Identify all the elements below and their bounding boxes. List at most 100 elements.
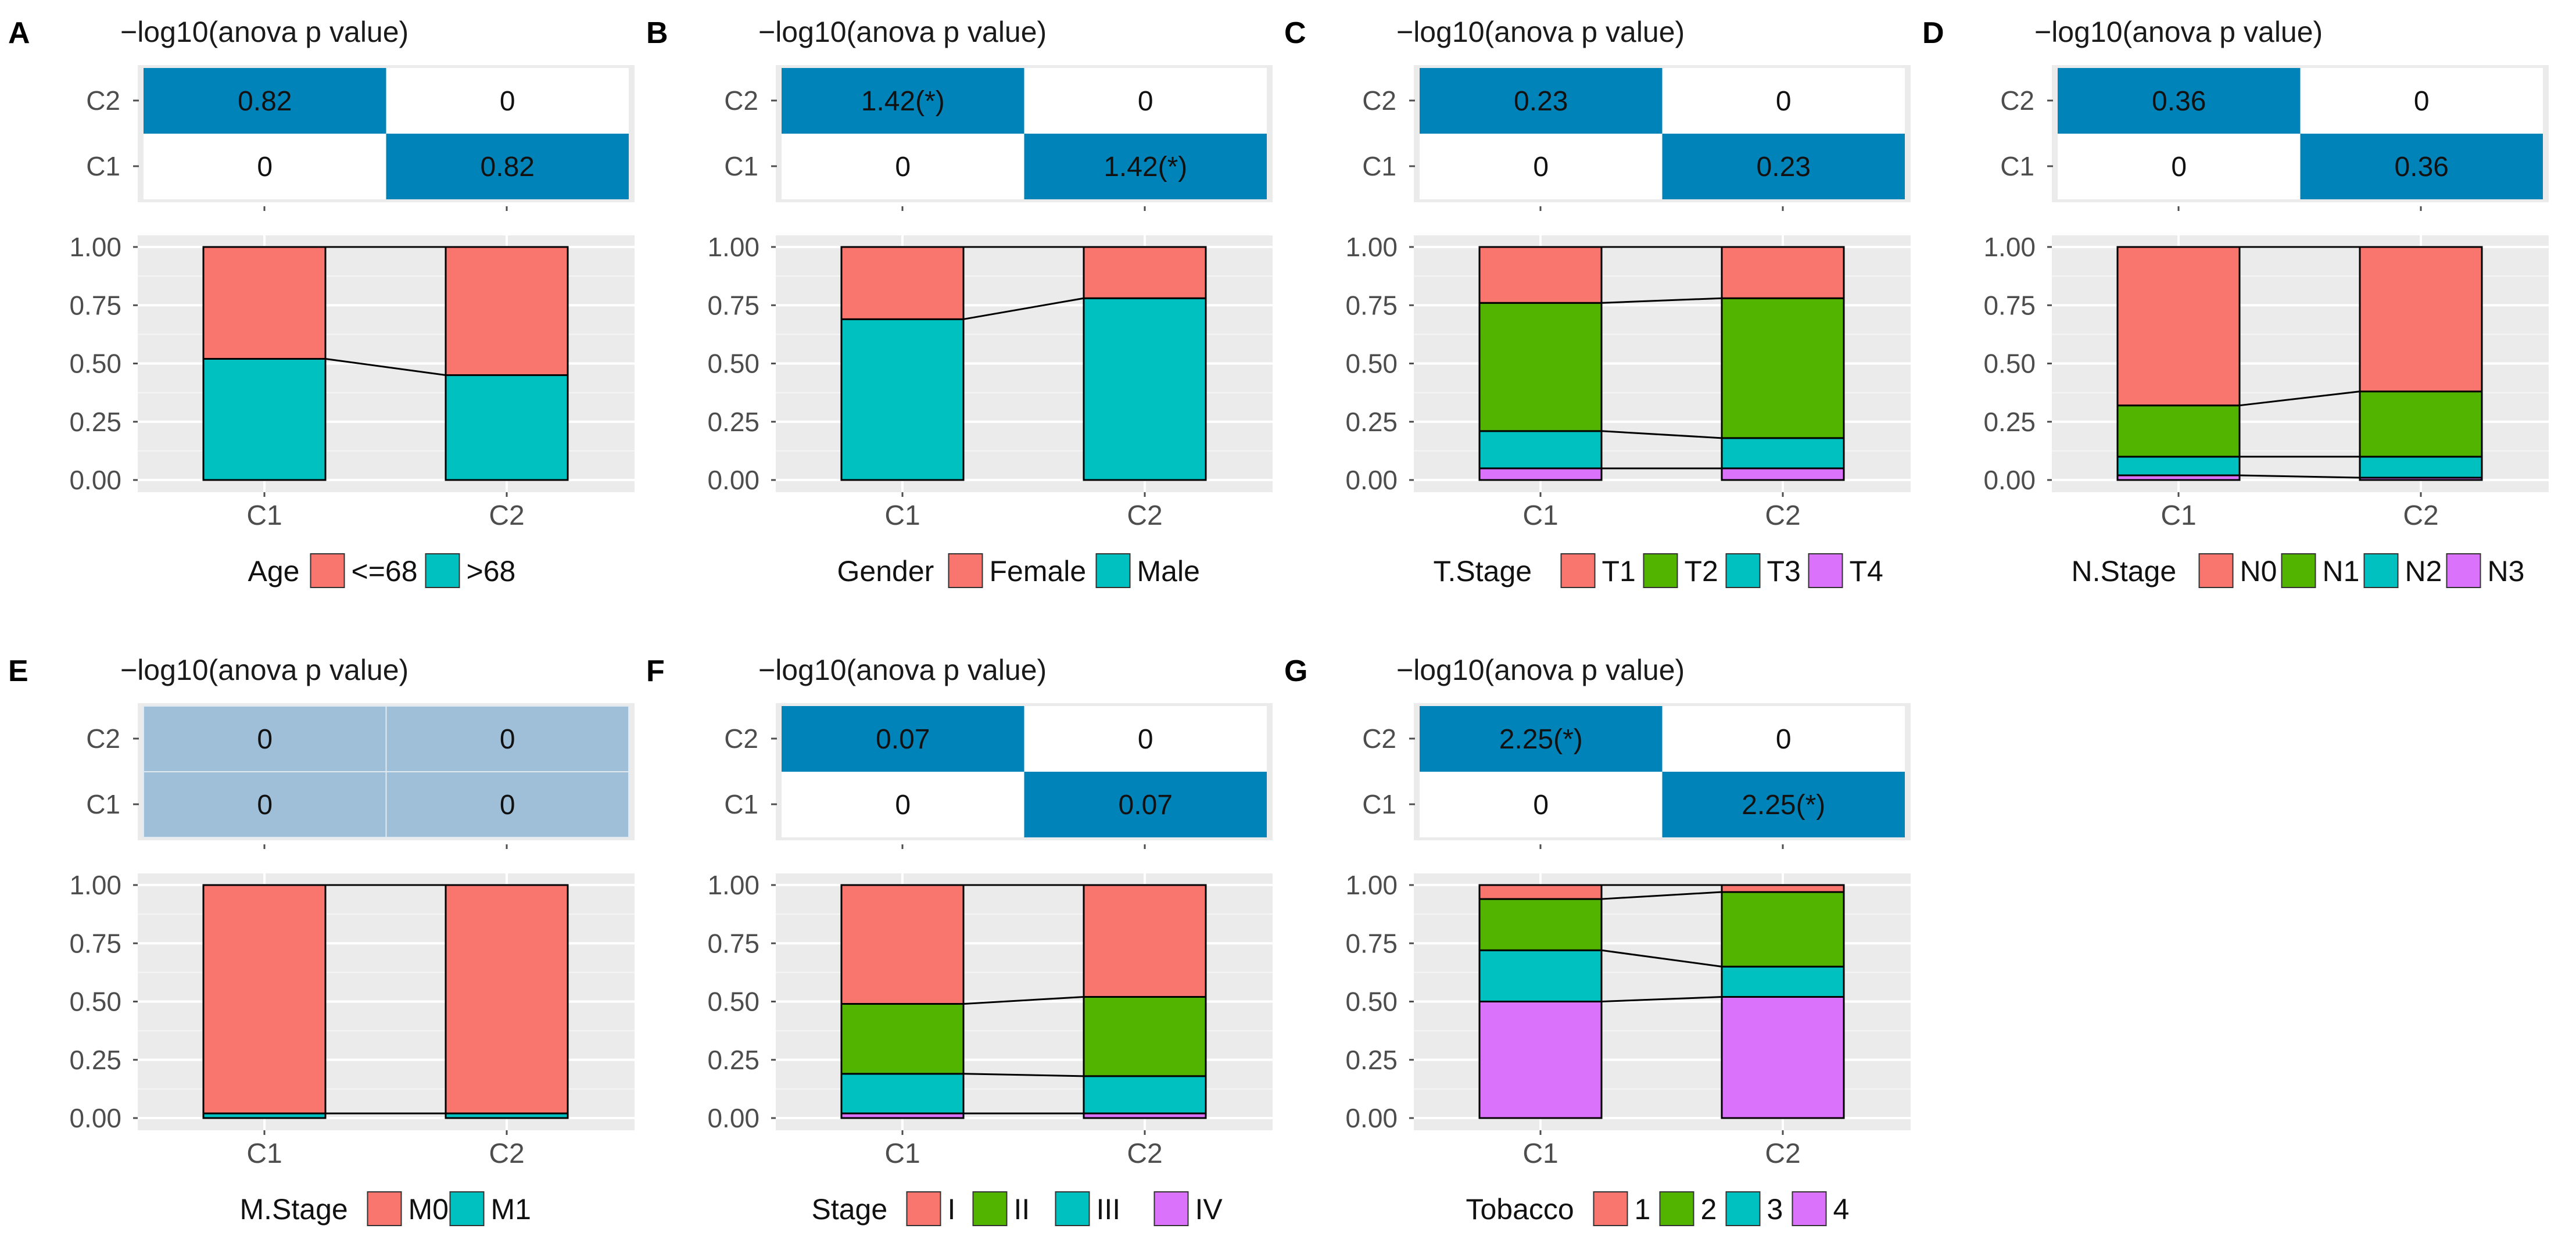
y-tick-label: 0.00 bbox=[69, 465, 121, 495]
heatmap-title: −log10(anova p value) bbox=[2034, 16, 2323, 48]
connector-line bbox=[2239, 391, 2360, 407]
heatmap-row-label: C1 bbox=[86, 789, 120, 819]
y-tick-label: 0.50 bbox=[69, 987, 121, 1017]
bar-segment bbox=[2359, 456, 2483, 479]
heatmap-value: 0.07 bbox=[876, 724, 930, 755]
legend-label: >68 bbox=[467, 555, 516, 588]
y-tick-label: 0.00 bbox=[69, 1103, 121, 1133]
bar-segment bbox=[1721, 884, 1845, 893]
legend-title: Age bbox=[248, 555, 300, 588]
y-tick-label: 0.00 bbox=[707, 465, 759, 495]
heatmap-cell bbox=[144, 134, 386, 199]
heatmap-cell bbox=[782, 772, 1024, 837]
heatmap-cell bbox=[143, 705, 387, 772]
heatmap-value: 0 bbox=[500, 790, 515, 821]
heatmap-cell bbox=[1024, 772, 1267, 837]
heatmap-row-label: C1 bbox=[86, 151, 120, 181]
heatmap-value: 0 bbox=[1138, 724, 1153, 755]
legend-label: 3 bbox=[1767, 1193, 1783, 1226]
legend-key bbox=[425, 553, 460, 588]
legend-key bbox=[1725, 553, 1761, 588]
bar-segment bbox=[1083, 1075, 1207, 1115]
bar-segment bbox=[840, 1003, 965, 1075]
bar-segment bbox=[1721, 246, 1845, 299]
legend-label: 1 bbox=[1635, 1193, 1651, 1226]
heatmap-row-label: C2 bbox=[86, 723, 120, 754]
y-tick-label: 1.00 bbox=[1983, 232, 2036, 262]
x-tick-label: C2 bbox=[1765, 500, 1800, 531]
legend-title: Stage bbox=[812, 1193, 888, 1226]
bar-segment bbox=[1083, 297, 1207, 481]
legend-key bbox=[972, 1191, 1008, 1226]
heatmap-cell bbox=[782, 706, 1024, 772]
heatmap-value: 2.25(*) bbox=[1499, 724, 1583, 755]
heatmap-cell bbox=[1420, 706, 1663, 772]
legend-key bbox=[310, 553, 345, 588]
y-tick-label: 0.75 bbox=[1983, 290, 2036, 320]
panel-d: D −log10(anova p value) C2 0.36 0 C1 0 0.36 0.00… bbox=[1922, 16, 2549, 588]
heatmap-cell bbox=[385, 771, 629, 838]
legend-key bbox=[1725, 1191, 1761, 1226]
legend-label: N1 bbox=[2323, 555, 2360, 588]
connector-line bbox=[963, 1073, 1084, 1077]
heatmap-row-label: C2 bbox=[1362, 723, 1396, 754]
legend-label: <=68 bbox=[352, 555, 418, 588]
y-tick-label: 0.75 bbox=[1345, 928, 1398, 958]
x-tick-label: C1 bbox=[246, 1138, 282, 1169]
legend-key bbox=[1055, 1191, 1090, 1226]
legend-key bbox=[2198, 553, 2234, 588]
heatmap-value: 0 bbox=[1776, 86, 1792, 117]
panel-f: F −log10(anova p value) C2 0.07 0 C1 0 0.07 0.00… bbox=[646, 654, 1273, 1226]
heatmap-value: 0 bbox=[500, 86, 515, 117]
bar-segment bbox=[1478, 302, 1603, 432]
legend-label: T3 bbox=[1767, 555, 1801, 588]
panel-label: C bbox=[1284, 16, 1306, 50]
heatmap-row-label: C1 bbox=[1362, 789, 1396, 819]
y-tick-label: 1.00 bbox=[69, 232, 121, 262]
heatmap-row-label: C2 bbox=[2000, 85, 2034, 116]
connector-line bbox=[1601, 891, 1722, 900]
legend-key bbox=[1560, 553, 1596, 588]
heatmap-value: 1.42(*) bbox=[1104, 152, 1187, 182]
bar-segment bbox=[202, 246, 327, 360]
heatmap-cell bbox=[1662, 706, 1905, 772]
heatmap-value: 2.25(*) bbox=[1742, 790, 1825, 821]
heatmap-value: 0 bbox=[2414, 86, 2430, 117]
y-tick-label: 0.00 bbox=[1345, 465, 1398, 495]
bar-segment bbox=[1478, 1001, 1603, 1119]
connector-line bbox=[2239, 474, 2360, 479]
x-tick-label: C2 bbox=[1127, 1138, 1162, 1169]
x-tick-label: C1 bbox=[1522, 500, 1558, 531]
bar-segment bbox=[1478, 467, 1603, 481]
y-tick-label: 0.25 bbox=[1345, 407, 1398, 437]
connector-line bbox=[1601, 995, 1722, 1002]
heatmap-value: 0 bbox=[895, 152, 911, 182]
legend-label: II bbox=[1014, 1193, 1030, 1226]
heatmap-cell bbox=[782, 68, 1024, 134]
y-tick-label: 0.50 bbox=[1345, 349, 1398, 379]
heatmap-cell bbox=[1420, 134, 1663, 199]
heatmap-value: 0 bbox=[500, 724, 515, 755]
heatmap-value: 0.82 bbox=[481, 152, 535, 182]
legend-title: N.Stage bbox=[2072, 555, 2177, 588]
legend-key bbox=[1153, 1191, 1189, 1226]
bar-segment bbox=[1478, 246, 1603, 304]
legend-key bbox=[906, 1191, 941, 1226]
bar-segment bbox=[840, 318, 965, 481]
y-tick-label: 0.75 bbox=[1345, 290, 1398, 320]
legend-label: N0 bbox=[2240, 555, 2277, 588]
heatmap-cell bbox=[1024, 68, 1267, 134]
legend-key bbox=[1792, 1191, 1827, 1226]
connector-line bbox=[1601, 297, 1722, 304]
bar-segment bbox=[2116, 246, 2241, 407]
panel-label: E bbox=[8, 654, 28, 688]
heatmap-value: 0.23 bbox=[1757, 152, 1811, 182]
heatmap-value: 0.36 bbox=[2152, 86, 2206, 117]
heatmap-cell bbox=[2058, 134, 2301, 199]
x-tick-label: C1 bbox=[1522, 1138, 1558, 1169]
x-tick-label: C2 bbox=[489, 500, 524, 531]
panel-g: G −log10(anova p value) C2 2.25(*) 0 C1 0 2.25(… bbox=[1284, 654, 1911, 1226]
heatmap-value: 1.42(*) bbox=[861, 86, 945, 117]
y-tick-label: 0.75 bbox=[69, 290, 121, 320]
heatmap-row-label: C1 bbox=[2000, 151, 2034, 181]
